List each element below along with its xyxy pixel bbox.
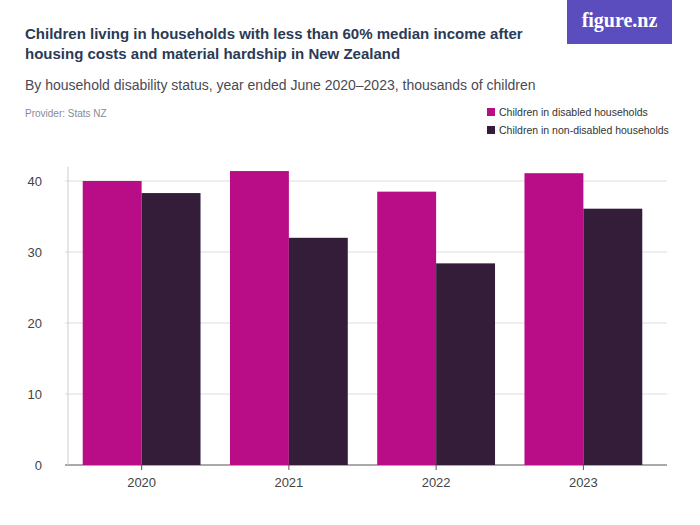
y-tick-label: 20	[28, 316, 42, 331]
x-tick	[436, 465, 437, 470]
x-tick-label: 2022	[422, 475, 451, 490]
y-axis-line	[68, 167, 69, 465]
subtitle: By household disability status, year end…	[25, 76, 665, 94]
legend-swatch	[487, 108, 495, 116]
x-tick	[141, 465, 142, 470]
bars	[83, 171, 643, 465]
bar	[524, 173, 583, 465]
x-tick	[288, 465, 289, 470]
y-tick-label: 10	[28, 387, 42, 402]
y-tick-label: 40	[28, 174, 42, 189]
bar	[289, 238, 348, 465]
x-tick-label: 2020	[127, 475, 156, 490]
y-tick-label: 0	[35, 458, 42, 473]
bar	[377, 192, 436, 465]
bar	[230, 171, 289, 465]
x-tick-label: 2023	[569, 475, 598, 490]
logo: figure.nz	[567, 0, 672, 44]
bar	[583, 209, 642, 465]
bar	[142, 193, 201, 465]
source: Provider: Stats NZ	[25, 108, 107, 119]
x-tick-label: 2021	[274, 475, 303, 490]
bar	[83, 181, 142, 465]
legend-label: Children in disabled households	[499, 106, 648, 118]
x-tick	[583, 465, 584, 470]
chart: 0 10 20 30 40 2020 2021 2022 2023 Children in dis…	[0, 0, 700, 525]
y-tick-label: 30	[28, 245, 42, 260]
legend-label: Children in non-disabled households	[499, 124, 669, 136]
title: Children living in households with less …	[25, 24, 560, 64]
legend-swatch	[487, 126, 495, 134]
bar	[436, 263, 495, 465]
